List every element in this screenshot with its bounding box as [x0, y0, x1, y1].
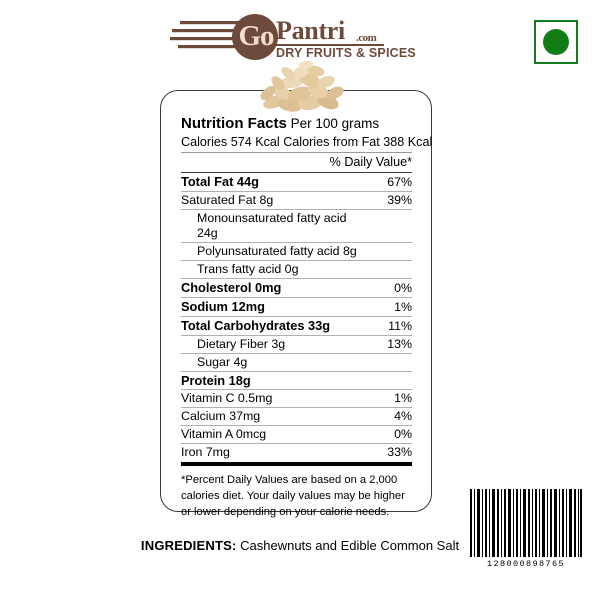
divider-before-footnote	[181, 462, 412, 466]
row-label: Dietary Fiber 3g	[181, 335, 362, 355]
row-label: Trans fatty acid 0g	[181, 260, 362, 280]
row-label: Vitamin A 0mcg	[181, 425, 362, 445]
table-row: Dietary Fiber 3g 13%	[181, 335, 412, 355]
row-value: 0%	[362, 278, 412, 299]
row-value: 1%	[362, 297, 412, 318]
row-label: Monounsaturated fatty acid 24g	[181, 209, 362, 244]
nutrition-title: Nutrition Facts	[181, 115, 287, 132]
table-row: Vitamin A 0mcg 0%	[181, 425, 412, 445]
daily-value-footnote: *Percent Daily Values are based on a 2,0…	[181, 473, 405, 518]
row-value: 67%	[362, 173, 412, 193]
table-row: Sodium 12mg 1%	[181, 297, 412, 318]
vegetarian-mark-icon	[534, 20, 578, 64]
row-label: Sugar 4g	[181, 353, 362, 373]
row-value: 1%	[362, 389, 412, 409]
table-row: Total Carbohydrates 33g 11%	[181, 316, 412, 337]
logo-pantri-text: Pantri	[276, 16, 345, 45]
row-label: Polyunsaturated fatty acid 8g	[181, 242, 362, 262]
brand-logo: Go Pantri .com DRY FRUITS & SPICES	[170, 12, 416, 64]
row-label: Cholesterol 0mg	[181, 278, 362, 299]
row-label: Saturated Fat 8g	[181, 191, 362, 211]
row-value	[362, 209, 412, 244]
table-row: Total Fat 44g 67%	[181, 173, 412, 193]
table-row: Polyunsaturated fatty acid 8g	[181, 242, 412, 262]
row-label: Total Carbohydrates 33g	[181, 316, 362, 337]
divider-before-table	[181, 172, 412, 174]
row-label: Total Fat 44g	[181, 173, 362, 193]
table-row: Protein 18g	[181, 371, 412, 391]
row-value: 39%	[362, 191, 412, 211]
logo-dotcom-text: .com	[356, 32, 377, 44]
row-value: 13%	[362, 335, 412, 355]
barcode: 128000898765	[468, 487, 584, 577]
row-value	[362, 371, 412, 391]
nutrition-title-row: Nutrition Facts Per 100 grams	[181, 115, 412, 132]
daily-value-header: % Daily Value*	[329, 155, 412, 169]
table-row: Sugar 4g	[181, 353, 412, 373]
row-value: 0%	[362, 425, 412, 445]
row-label: Iron 7mg	[181, 445, 230, 460]
vegetarian-dot	[543, 29, 569, 55]
table-row: Saturated Fat 8g 39%	[181, 191, 412, 211]
logo-go-text: Go	[238, 20, 274, 52]
row-label: Protein 18g	[181, 371, 362, 391]
row-value	[362, 353, 412, 373]
logo-tagline-divider	[276, 44, 384, 46]
nutrition-facts-panel: Nutrition Facts Per 100 grams Calories 5…	[160, 90, 433, 518]
row-label: Sodium 12mg	[181, 297, 362, 318]
row-value	[362, 260, 412, 280]
nutrition-serving: Per 100 grams	[290, 116, 380, 131]
table-row: Trans fatty acid 0g	[181, 260, 412, 280]
table-row: Calcium 37mg 4%	[181, 407, 412, 427]
barcode-number: 128000898765	[486, 559, 565, 569]
divider-after-calories	[181, 152, 412, 153]
row-value: 33%	[387, 445, 412, 460]
ingredients-text: Cashewnuts and Edible Common Salt	[240, 538, 460, 553]
row-value: 4%	[362, 407, 412, 427]
logo-tagline: DRY FRUITS & SPICES	[276, 46, 416, 60]
row-value: 11%	[362, 316, 412, 337]
barcode-bars	[468, 487, 584, 559]
table-row: Vitamin C 0.5mg 1%	[181, 389, 412, 409]
nutrition-table: Total Fat 44g 67% Saturated Fat 8g 39% M…	[181, 173, 412, 461]
row-label: Calcium 37mg	[181, 407, 362, 427]
row-value	[362, 242, 412, 262]
speed-lines-icon	[170, 21, 254, 49]
calories-line: Calories 574 Kcal Calories from Fat 388 …	[181, 135, 433, 149]
cashew-nuts-image	[260, 60, 344, 112]
row-label: Vitamin C 0.5mg	[181, 389, 362, 409]
table-row: Cholesterol 0mg 0%	[181, 278, 412, 299]
ingredients-label: INGREDIENTS:	[140, 538, 237, 553]
table-row: Monounsaturated fatty acid 24g	[181, 209, 412, 244]
ingredients-line: INGREDIENTS: Cashewnuts and Edible Commo…	[0, 538, 600, 553]
table-row: Iron 7mg 33%	[181, 444, 412, 462]
logo-circle	[232, 14, 278, 60]
